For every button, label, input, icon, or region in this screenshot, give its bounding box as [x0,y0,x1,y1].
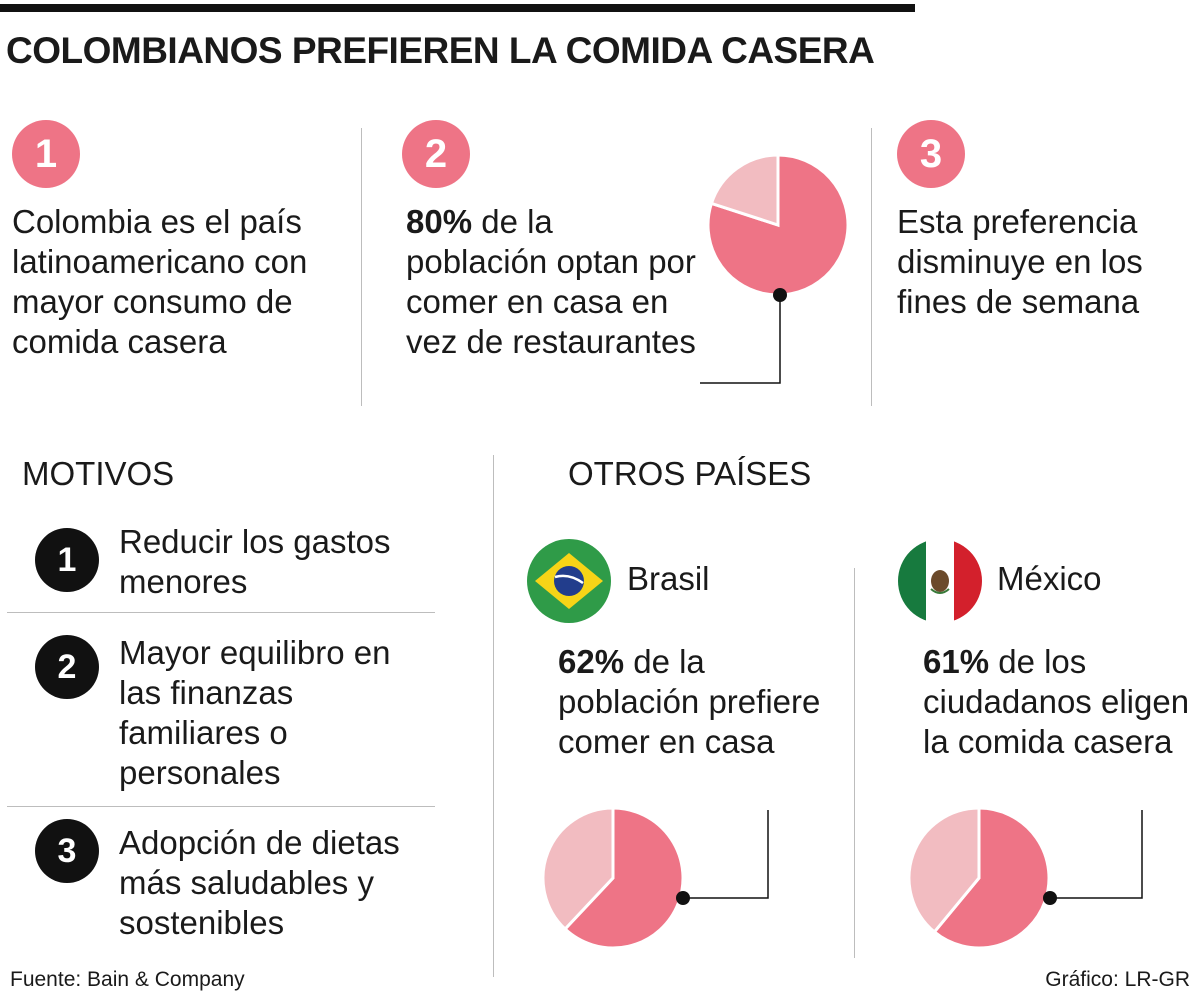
divider [493,455,494,977]
leader-dot [773,288,787,302]
otros-heading: OTROS PAÍSES [568,455,812,492]
fact-number-3: 3 [897,120,965,188]
pie-chart-mexico [907,806,1143,950]
fact-number-1: 1 [12,120,80,188]
mexico-flag-icon [898,539,982,623]
motivos-heading: MOTIVOS [22,455,175,492]
motivo-2-text: Mayor equilibro en las finanzas familiar… [119,634,391,791]
fact-number-2: 2 [402,120,470,188]
pie-slice-colombia-restaurantes [709,153,780,228]
mexico-body: de los ciudadanos eligen la comida caser… [923,643,1190,760]
fact-2-text: 80% de la población optan por comer en c… [406,202,696,362]
divider [854,568,855,958]
leader-dot [1043,891,1057,905]
brasil-body: de la población prefiere comer en casa [558,643,821,760]
mexico-highlight: 61% [923,643,990,680]
fact-2-highlight: 80% [406,203,473,240]
fact-1-text: Colombia es el país latinoamericano con … [12,203,308,360]
country-name-brasil: Brasil [627,560,710,597]
fact-2-body: de la población optan por comer en casa … [406,203,696,360]
pie-chart-colombia [700,153,850,384]
motivo-number-3: 3 [35,819,99,883]
pie-slice-brasil-casa [562,806,685,950]
leader-line [1050,810,1143,899]
motivo-1-text: Reducir los gastos menores [119,523,391,600]
pie-slice-mexico-otros [907,806,981,935]
mexico-text: 61% de los ciudadanos eligen la comida c… [923,642,1193,762]
leader-line [683,810,769,899]
top-rule [0,4,915,12]
brasil-text: 62% de la población prefiere comer en ca… [558,642,838,762]
brasil-highlight: 62% [558,643,625,680]
country-name-mexico: México [997,560,1102,597]
fact-3-text: Esta preferencia disminuye en los fines … [897,203,1143,320]
divider [871,128,872,406]
source-note: Fuente: Bain & Company [10,968,245,991]
brazil-flag-icon [527,539,611,623]
divider [7,806,435,807]
divider [361,128,362,406]
pie-chart-brasil [541,806,769,950]
divider [7,612,435,613]
pie-slice-brasil-otros [541,806,615,932]
credit-note: Gráfico: LR-GR [1045,968,1190,991]
page-title: COLOMBIANOS PREFIEREN LA COMIDA CASERA [6,30,875,71]
leader-dot [676,891,690,905]
motivo-3-text: Adopción de dietas más saludables y sost… [119,824,400,941]
motivo-number-2: 2 [35,635,99,699]
motivo-number-1: 1 [35,528,99,592]
leader-line [700,295,781,384]
